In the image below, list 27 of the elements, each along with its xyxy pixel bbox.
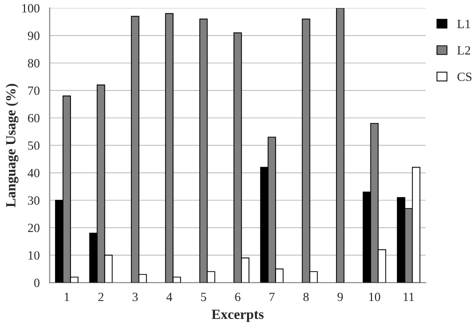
x-tick-label: 7 bbox=[270, 292, 275, 302]
y-tick-label: 10 bbox=[28, 251, 40, 260]
y-tick-label: 60 bbox=[28, 114, 40, 122]
x-tick-label: 11 bbox=[404, 292, 414, 302]
legend-label: L2 bbox=[457, 46, 470, 54]
legend-label: CS bbox=[457, 72, 472, 82]
x-tick-label: 10 bbox=[369, 292, 380, 302]
x-tick-label: 2 bbox=[98, 292, 104, 302]
x-tick-label: 6 bbox=[235, 292, 240, 302]
x-tick-label: 5 bbox=[201, 292, 206, 302]
x-tick-label: 3 bbox=[132, 292, 138, 302]
legend-label: L1 bbox=[457, 20, 470, 28]
x-tick-label: 9 bbox=[338, 292, 343, 302]
x-tick-label: 1 bbox=[64, 292, 70, 302]
y-tick-label: 40 bbox=[28, 168, 40, 178]
y-tick-label: 80 bbox=[28, 59, 40, 68]
y-tick-label: 100 bbox=[22, 4, 40, 13]
y-tick-label: 0 bbox=[34, 278, 40, 288]
y-tick-label: 70 bbox=[28, 86, 40, 95]
y-tick-label: 50 bbox=[28, 141, 40, 150]
x-tick-label: 4 bbox=[166, 292, 172, 302]
x-tick-label: 8 bbox=[303, 292, 309, 302]
y-tick-label: 90 bbox=[28, 32, 40, 40]
y-tick-label: 30 bbox=[28, 196, 40, 205]
y-tick-label: 20 bbox=[28, 224, 40, 232]
x-axis-title: Excerpts bbox=[212, 310, 264, 322]
y-axis-title: Language Usage (%) bbox=[6, 84, 18, 208]
